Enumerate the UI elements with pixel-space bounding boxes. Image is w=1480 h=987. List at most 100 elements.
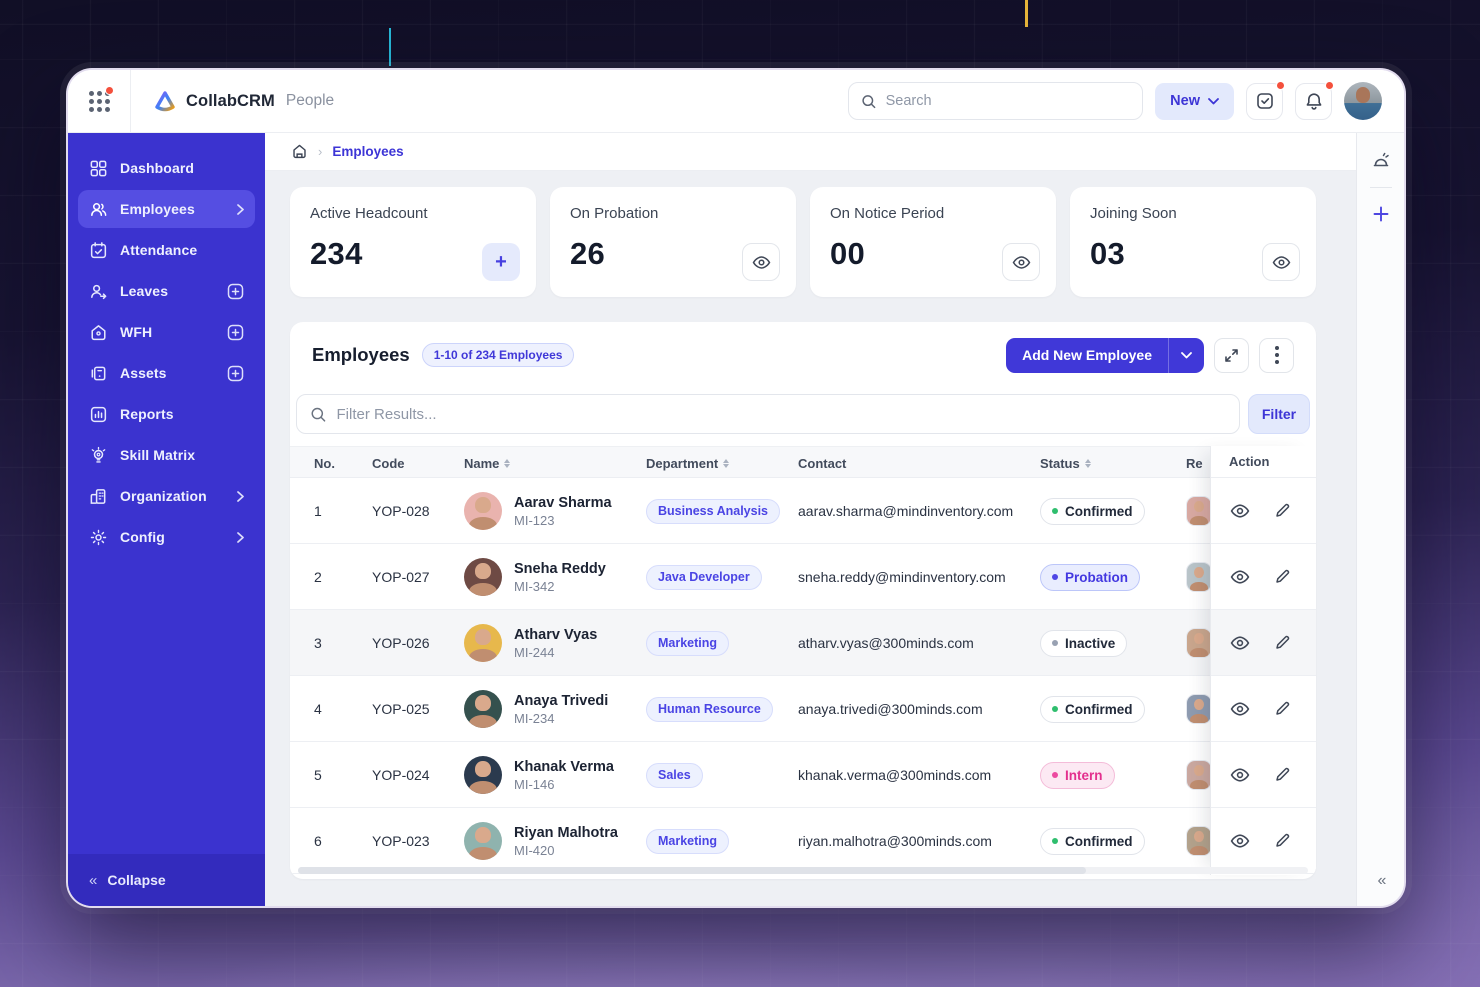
sidebar-item-employees[interactable]: Employees bbox=[78, 190, 255, 228]
view-employee-button[interactable] bbox=[1227, 630, 1253, 656]
service-bell-button[interactable] bbox=[1357, 141, 1404, 181]
employee-email: sneha.reddy@mindinventory.com bbox=[798, 569, 1006, 585]
col-name[interactable]: Name bbox=[464, 447, 511, 479]
breadcrumb-current[interactable]: Employees bbox=[332, 144, 404, 159]
pencil-icon bbox=[1275, 833, 1289, 847]
plus-square-icon[interactable] bbox=[227, 324, 244, 341]
view-employee-button[interactable] bbox=[1227, 828, 1253, 854]
sidebar-item-reports[interactable]: Reports bbox=[78, 395, 255, 433]
employee-email: riyan.malhotra@300minds.com bbox=[798, 833, 992, 849]
view-probation-button[interactable] bbox=[742, 243, 780, 281]
sidebar-item-config[interactable]: Config bbox=[78, 518, 255, 556]
home-icon[interactable] bbox=[291, 143, 308, 160]
breadcrumb: › Employees bbox=[265, 133, 1356, 171]
more-options-button[interactable] bbox=[1259, 337, 1294, 373]
sort-icon[interactable] bbox=[723, 458, 730, 468]
sidebar-item-wfh[interactable]: WFH bbox=[78, 313, 255, 351]
search-icon bbox=[862, 94, 876, 108]
sidebar-item-leaves[interactable]: Leaves bbox=[78, 272, 255, 310]
status-badge: Confirmed bbox=[1040, 695, 1145, 723]
panel-title: Employees bbox=[312, 344, 410, 365]
horizontal-scrollbar[interactable] bbox=[298, 867, 1308, 874]
view-employee-button[interactable] bbox=[1227, 762, 1253, 788]
search-input[interactable] bbox=[885, 93, 1131, 109]
expand-table-button[interactable] bbox=[1214, 337, 1249, 373]
scrollbar-thumb[interactable] bbox=[298, 867, 1086, 874]
stat-card-active-headcount: Active Headcount 234 + bbox=[290, 187, 536, 297]
col-status[interactable]: Status bbox=[1040, 447, 1091, 479]
sidebar-collapse-button[interactable]: « Collapse bbox=[68, 854, 265, 906]
edit-employee-button[interactable] bbox=[1269, 564, 1295, 590]
table-row[interactable]: 6 YOP-023 Riyan Malhotra MI-420 Marketing… bbox=[290, 808, 1316, 874]
department-badge: Marketing bbox=[646, 630, 730, 656]
sidebar-item-skill-matrix[interactable]: Skill Matrix bbox=[78, 436, 255, 474]
add-headcount-button[interactable]: + bbox=[482, 243, 520, 281]
organization-icon bbox=[90, 488, 106, 504]
status-badge: Inactive bbox=[1040, 629, 1128, 657]
table-row[interactable]: 5 YOP-024 Khanak Verma MI-146 Sales khana… bbox=[290, 742, 1316, 808]
table-row[interactable]: 4 YOP-025 Anaya Trivedi MI-234 Human Reso… bbox=[290, 676, 1316, 742]
filter-button[interactable]: Filter bbox=[1248, 394, 1310, 434]
sort-icon[interactable] bbox=[504, 458, 511, 468]
sidebar-item-assets[interactable]: Assets bbox=[78, 354, 255, 392]
edit-employee-button[interactable] bbox=[1269, 762, 1295, 788]
row-actions bbox=[1211, 808, 1316, 874]
app-name: CollabCRM bbox=[186, 91, 275, 110]
view-employee-button[interactable] bbox=[1227, 696, 1253, 722]
add-new-employee-button[interactable]: Add New Employee bbox=[1006, 337, 1204, 373]
view-notice-button[interactable] bbox=[1002, 243, 1040, 281]
notification-dot bbox=[105, 85, 114, 95]
sidebar-item-dashboard[interactable]: Dashboard bbox=[78, 149, 255, 187]
rail-collapse-button[interactable]: « bbox=[1377, 872, 1387, 889]
view-joining-button[interactable] bbox=[1262, 243, 1300, 281]
bell-icon bbox=[1306, 92, 1321, 110]
filter-results-field[interactable] bbox=[296, 394, 1240, 434]
rail-add-button[interactable] bbox=[1357, 194, 1404, 234]
table-row[interactable]: 3 YOP-026 Atharv Vyas MI-244 Marketing at… bbox=[290, 610, 1316, 676]
sort-icon[interactable] bbox=[1084, 458, 1091, 468]
sidebar-item-attendance[interactable]: Attendance bbox=[78, 231, 255, 269]
status-badge: Probation bbox=[1040, 563, 1140, 591]
edit-employee-button[interactable] bbox=[1269, 696, 1295, 722]
row-actions bbox=[1211, 610, 1316, 676]
global-search[interactable] bbox=[848, 82, 1144, 120]
breadcrumb-separator: › bbox=[318, 144, 323, 159]
sidebar-item-organization[interactable]: Organization bbox=[78, 477, 255, 515]
table-row[interactable]: 2 YOP-027 Sneha Reddy MI-342 Java Develop… bbox=[290, 544, 1316, 610]
app-launcher-button[interactable] bbox=[68, 70, 131, 133]
view-employee-button[interactable] bbox=[1227, 498, 1253, 524]
employees-icon bbox=[91, 202, 107, 216]
reporting-avatar bbox=[1186, 694, 1212, 724]
edit-employee-button[interactable] bbox=[1269, 498, 1295, 524]
collabcrm-logo-icon bbox=[155, 91, 175, 112]
notification-dot bbox=[1276, 80, 1285, 90]
view-employee-button[interactable] bbox=[1227, 564, 1253, 590]
add-employee-dropdown[interactable] bbox=[1168, 337, 1204, 373]
department-badge: Human Resource bbox=[646, 696, 773, 722]
department-badge: Sales bbox=[646, 762, 703, 788]
table-row[interactable]: 1 YOP-028 Aarav Sharma MI-123 Business An… bbox=[290, 478, 1316, 544]
eye-icon bbox=[1230, 503, 1250, 518]
stat-card-on-probation: On Probation 26 bbox=[550, 187, 796, 297]
tasks-button[interactable] bbox=[1246, 80, 1285, 120]
col-action: Action bbox=[1211, 446, 1316, 478]
notifications-button[interactable] bbox=[1295, 80, 1334, 120]
edit-employee-button[interactable] bbox=[1269, 828, 1295, 854]
plus-square-icon[interactable] bbox=[227, 365, 244, 382]
reporting-avatar bbox=[1186, 826, 1212, 856]
edit-employee-button[interactable] bbox=[1269, 630, 1295, 656]
col-department[interactable]: Department bbox=[646, 447, 730, 479]
stat-card-joining-soon: Joining Soon 03 bbox=[1070, 187, 1316, 297]
stats-row: Active Headcount 234 + On Probation 26 bbox=[290, 187, 1316, 297]
task-check-icon bbox=[1256, 93, 1273, 109]
kebab-icon bbox=[1274, 346, 1279, 364]
filter-input[interactable] bbox=[336, 405, 1226, 423]
new-button[interactable]: New bbox=[1155, 82, 1234, 120]
decor-yellow-line bbox=[1025, 0, 1028, 27]
plus-square-icon[interactable] bbox=[227, 283, 244, 300]
user-avatar[interactable] bbox=[1344, 82, 1382, 120]
leaves-icon bbox=[91, 284, 107, 299]
reports-icon bbox=[90, 406, 107, 422]
sidebar: Dashboard Employees bbox=[68, 133, 265, 906]
department-badge: Marketing bbox=[646, 828, 730, 854]
